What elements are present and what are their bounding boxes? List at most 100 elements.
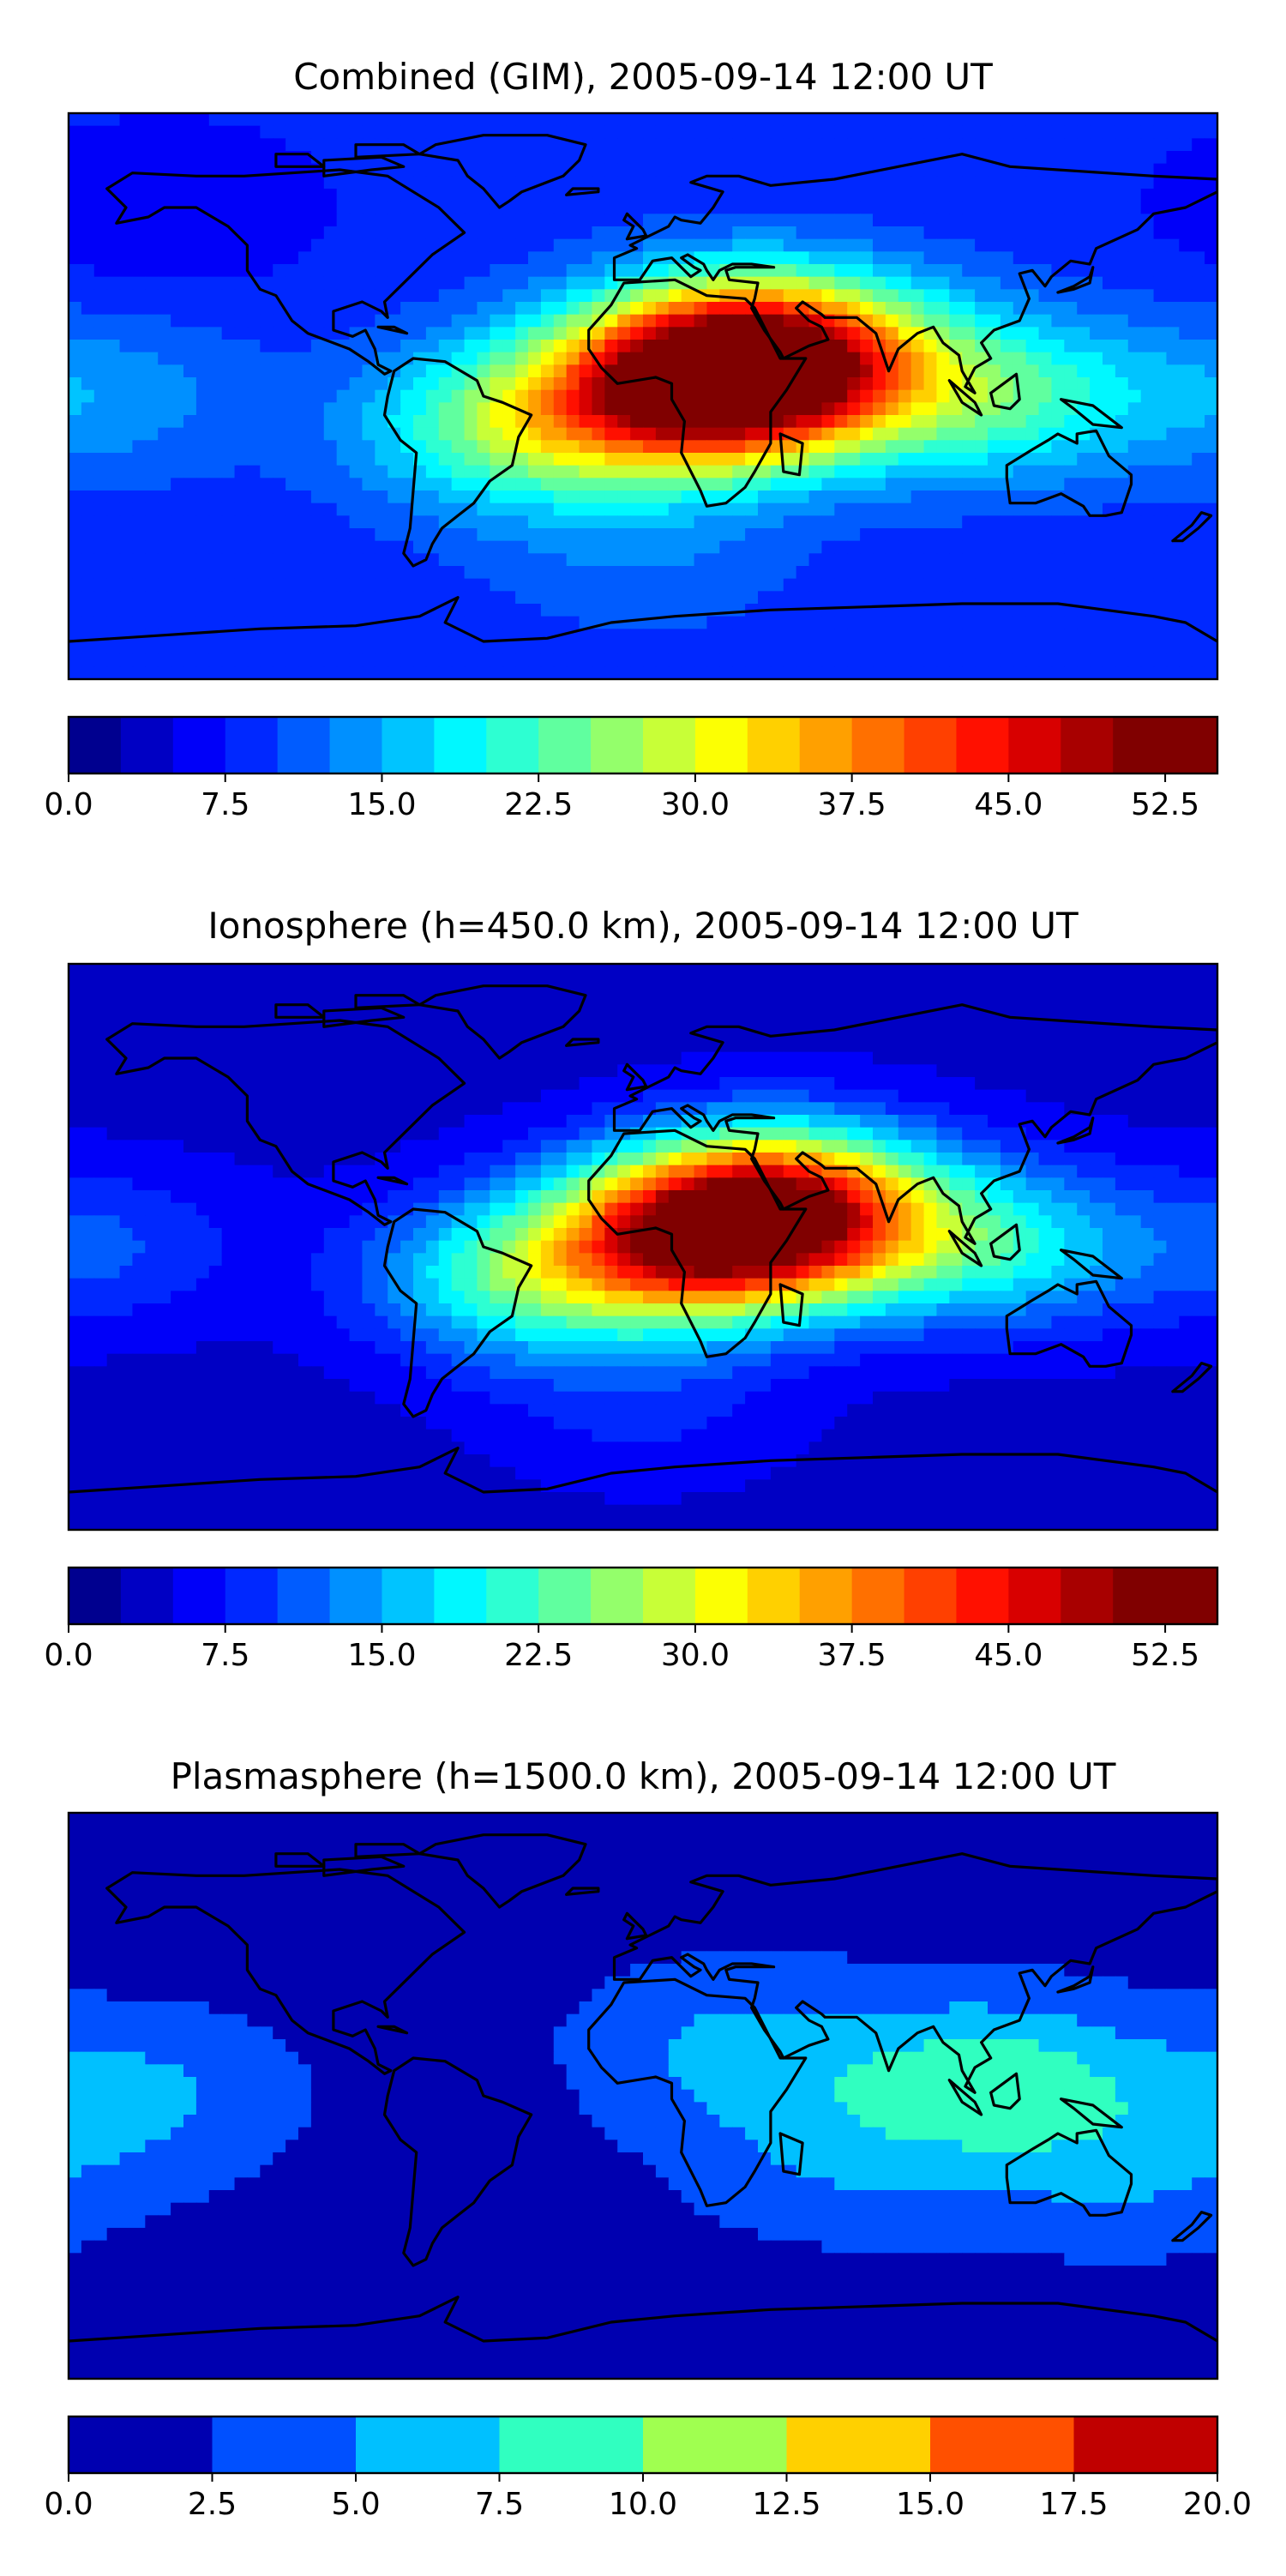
field-cell [580, 1014, 592, 1027]
field-cell [847, 176, 860, 189]
field-cell [400, 591, 413, 604]
field-cell [285, 352, 298, 365]
field-cell [1013, 226, 1026, 239]
field-cell [949, 113, 962, 126]
field-cell [617, 340, 630, 352]
field-cell [745, 1064, 758, 1077]
field-cell [273, 566, 285, 579]
field-cell [617, 964, 630, 977]
colorbar-segment [748, 717, 800, 773]
field-cell [1128, 654, 1141, 667]
field-cell [732, 364, 745, 377]
field-cell [375, 1026, 388, 1039]
field-cell [898, 176, 911, 189]
field-cell [158, 654, 171, 667]
field-cell [617, 189, 630, 202]
field-cell [502, 491, 515, 503]
field-cell [1001, 515, 1013, 528]
field-cell [617, 113, 630, 126]
field-cell [196, 604, 209, 617]
field-cell [490, 377, 502, 390]
field-cell [1001, 415, 1013, 428]
field-cell [1077, 239, 1090, 252]
field-cell [1166, 989, 1179, 1002]
field-cell [732, 390, 745, 403]
field-cell [1128, 617, 1141, 629]
field-cell [235, 277, 248, 290]
field-cell [873, 553, 886, 566]
field-cell [541, 566, 554, 579]
field-cell [298, 402, 311, 415]
field-cell [784, 515, 796, 528]
field-cell [1205, 1064, 1217, 1077]
field-cell [81, 566, 94, 579]
field-cell [235, 579, 248, 592]
field-cell [847, 1026, 860, 1039]
field-cell [975, 964, 988, 977]
field-cell [886, 989, 898, 1002]
field-cell [285, 466, 298, 478]
field-cell [567, 1052, 580, 1065]
field-cell [247, 390, 260, 403]
field-cell [81, 1077, 94, 1090]
field-cell [1115, 151, 1128, 164]
field-cell [1141, 415, 1154, 428]
field-cell [324, 302, 337, 315]
field-cell [1192, 340, 1205, 352]
field-cell [222, 528, 235, 541]
field-cell [719, 553, 732, 566]
field-cell [298, 466, 311, 478]
field-cell [375, 428, 388, 441]
field-cell [949, 977, 962, 990]
field-cell [988, 315, 1001, 328]
field-cell [465, 528, 478, 541]
field-cell [362, 440, 375, 453]
field-cell [1179, 579, 1192, 592]
field-cell [247, 289, 260, 302]
field-cell [1166, 402, 1179, 415]
field-cell [771, 164, 784, 177]
field-cell [604, 1052, 617, 1065]
field-cell [120, 1002, 133, 1014]
field-cell [528, 566, 541, 579]
field-cell [1026, 239, 1039, 252]
field-cell [285, 277, 298, 290]
field-cell [69, 541, 81, 554]
field-cell [567, 302, 580, 315]
field-cell [834, 1052, 847, 1065]
field-cell [452, 327, 465, 340]
field-cell [1141, 654, 1154, 667]
field-cell [1154, 151, 1167, 164]
field-cell [400, 654, 413, 667]
field-cell [528, 1002, 541, 1014]
field-cell [350, 478, 363, 491]
field-cell [81, 189, 94, 202]
field-cell [273, 541, 285, 554]
field-cell [528, 466, 541, 478]
field-cell [975, 176, 988, 189]
field-cell [324, 377, 337, 390]
field-cell [298, 989, 311, 1002]
field-cell [388, 1039, 400, 1052]
field-cell [821, 629, 834, 641]
field-cell [796, 453, 809, 466]
field-cell [94, 214, 107, 226]
field-cell [477, 1052, 490, 1065]
field-cell [617, 1052, 630, 1065]
field-cell [898, 566, 911, 579]
field-cell [771, 1064, 784, 1077]
field-cell [962, 478, 975, 491]
field-cell [413, 164, 426, 177]
field-cell [171, 402, 183, 415]
field-cell [834, 289, 847, 302]
field-cell [196, 289, 209, 302]
field-cell [477, 239, 490, 252]
field-cell [1154, 302, 1167, 315]
field-cell [541, 264, 554, 277]
field-cell [350, 113, 363, 126]
field-cell [94, 113, 107, 126]
field-cell [120, 604, 133, 617]
field-cell [771, 302, 784, 315]
field-cell [936, 666, 949, 679]
field-cell [949, 176, 962, 189]
